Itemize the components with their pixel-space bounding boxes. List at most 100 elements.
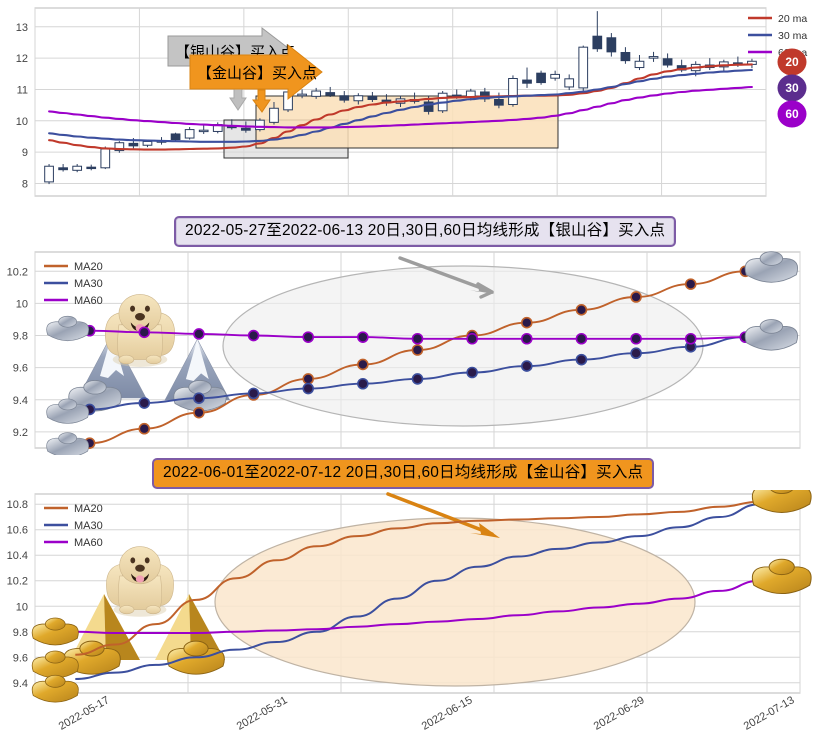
x-tick-label: 2022-06-29	[592, 694, 647, 733]
candle-body	[44, 165, 54, 183]
ingot-body	[46, 321, 89, 342]
badge-circle[interactable]	[777, 48, 807, 76]
candle-body	[255, 119, 265, 131]
orange-highlight-ellipse	[214, 517, 696, 687]
silver-ingot-end-ma20	[46, 432, 89, 455]
candle-body	[550, 73, 560, 79]
y-tick-label: 11	[17, 84, 28, 96]
legend-label: MA30	[74, 520, 103, 532]
ingot-body	[31, 623, 79, 646]
data-marker	[357, 358, 369, 371]
orange-arrow-head	[470, 523, 500, 538]
line-MA20	[75, 500, 760, 656]
gold-ingot-end-ma20	[31, 650, 79, 679]
data-marker	[138, 397, 151, 409]
data-marker	[575, 332, 588, 345]
data-marker	[520, 316, 533, 329]
mountain-snow	[185, 339, 209, 381]
data-marker	[193, 392, 205, 404]
data-marker	[630, 291, 642, 303]
candle-body	[494, 98, 504, 106]
data-marker	[302, 382, 315, 395]
legend-label: MA20	[74, 503, 103, 515]
data-marker	[575, 304, 588, 316]
badge-label: 60	[785, 107, 799, 121]
orange-arrow-shape	[189, 43, 323, 101]
y-tick-label: 13	[16, 22, 28, 34]
y-tick-label: 9.6	[13, 363, 28, 375]
candle-body	[311, 90, 322, 97]
data-marker	[411, 344, 424, 356]
dog-eye-right	[144, 305, 150, 312]
ingot-body	[46, 437, 89, 455]
candle-body	[100, 148, 111, 169]
legend-label: 20 ma	[778, 13, 807, 25]
y-tick-label: 10.2	[7, 576, 28, 588]
candle-body	[423, 101, 434, 112]
ingot-top	[44, 650, 66, 664]
data-marker	[138, 422, 151, 435]
x-tick-label: 2022-07-13	[742, 694, 797, 733]
data-marker	[466, 366, 478, 379]
dog-paw-left	[118, 354, 135, 365]
candle-body	[325, 92, 336, 96]
candle-body	[241, 127, 251, 131]
ingot-top	[58, 315, 77, 328]
candle-body	[662, 58, 673, 66]
candle-body	[620, 51, 631, 62]
y-tick-label: 9.4	[13, 395, 28, 407]
mid-legend: MA20 MA30 MA60	[44, 261, 103, 307]
gold-valley-arrow-annotation: 【金山谷】买入点	[189, 43, 323, 113]
gold-arrow-label: 【金山谷】买入点	[197, 65, 317, 82]
ingot-body	[751, 566, 812, 595]
y-tick-label: 9	[22, 147, 28, 159]
dog-eye-right	[144, 557, 150, 564]
legend-label: MA30	[74, 278, 103, 290]
candle-body	[269, 107, 279, 123]
silver-valley-panel: 9.2 9.4 9.6 9.8 10 10.2 MA20 MA30 MA60	[0, 248, 822, 455]
candle-body	[170, 133, 181, 141]
candle-body	[536, 72, 546, 84]
ingot-top	[44, 674, 66, 688]
dog-tongue	[135, 575, 145, 583]
y-tick-label: 10.6	[7, 525, 28, 537]
legend-label: 30 ma	[778, 30, 807, 42]
data-marker	[630, 347, 642, 360]
candle-body	[86, 166, 97, 170]
orange-arrow-icon	[386, 492, 494, 536]
pyramid-dark-face	[104, 594, 140, 660]
gold-valley-banner: 2022-06-01至2022-07-12 20日,30日,60日均线形成【金山…	[152, 458, 655, 489]
ingot-top	[44, 617, 66, 631]
legend-label: MA60	[74, 295, 103, 307]
ingot-body	[744, 258, 799, 283]
badge-circle[interactable]	[777, 74, 807, 102]
ingot-body	[751, 490, 812, 513]
ma-badge-30[interactable]: 30	[777, 74, 807, 102]
candle-body	[522, 79, 532, 84]
x-axis: 2022-05-17 2022-05-31 2022-06-15 2022-06-29…	[57, 694, 797, 733]
ma-badge-20[interactable]: 20	[777, 48, 807, 76]
candle-body	[297, 93, 307, 97]
ingot-top	[83, 379, 107, 395]
y-tick-label: 9.8	[13, 331, 28, 343]
y-tick-label: 10.8	[7, 499, 28, 511]
x-tick-label: 2022-05-31	[235, 694, 290, 733]
gray-highlight-ellipse	[222, 265, 704, 427]
mid-dog-image	[104, 294, 176, 367]
bot-legend: MA20 MA30 MA60	[44, 503, 103, 549]
silver-ingot-end-ma60	[46, 315, 89, 342]
line-MA60	[75, 579, 760, 634]
badge-circle[interactable]	[777, 100, 807, 128]
ingot-top	[770, 490, 794, 495]
data-marker	[411, 373, 424, 385]
data-marker	[466, 332, 478, 345]
y-tick-label: 9.2	[13, 427, 28, 439]
ingot-top	[759, 251, 784, 266]
candle-body	[592, 35, 603, 50]
data-marker	[138, 326, 151, 339]
candle-body	[578, 46, 589, 89]
dog-nose	[135, 564, 145, 572]
ma-badge-60[interactable]: 60	[777, 100, 807, 128]
